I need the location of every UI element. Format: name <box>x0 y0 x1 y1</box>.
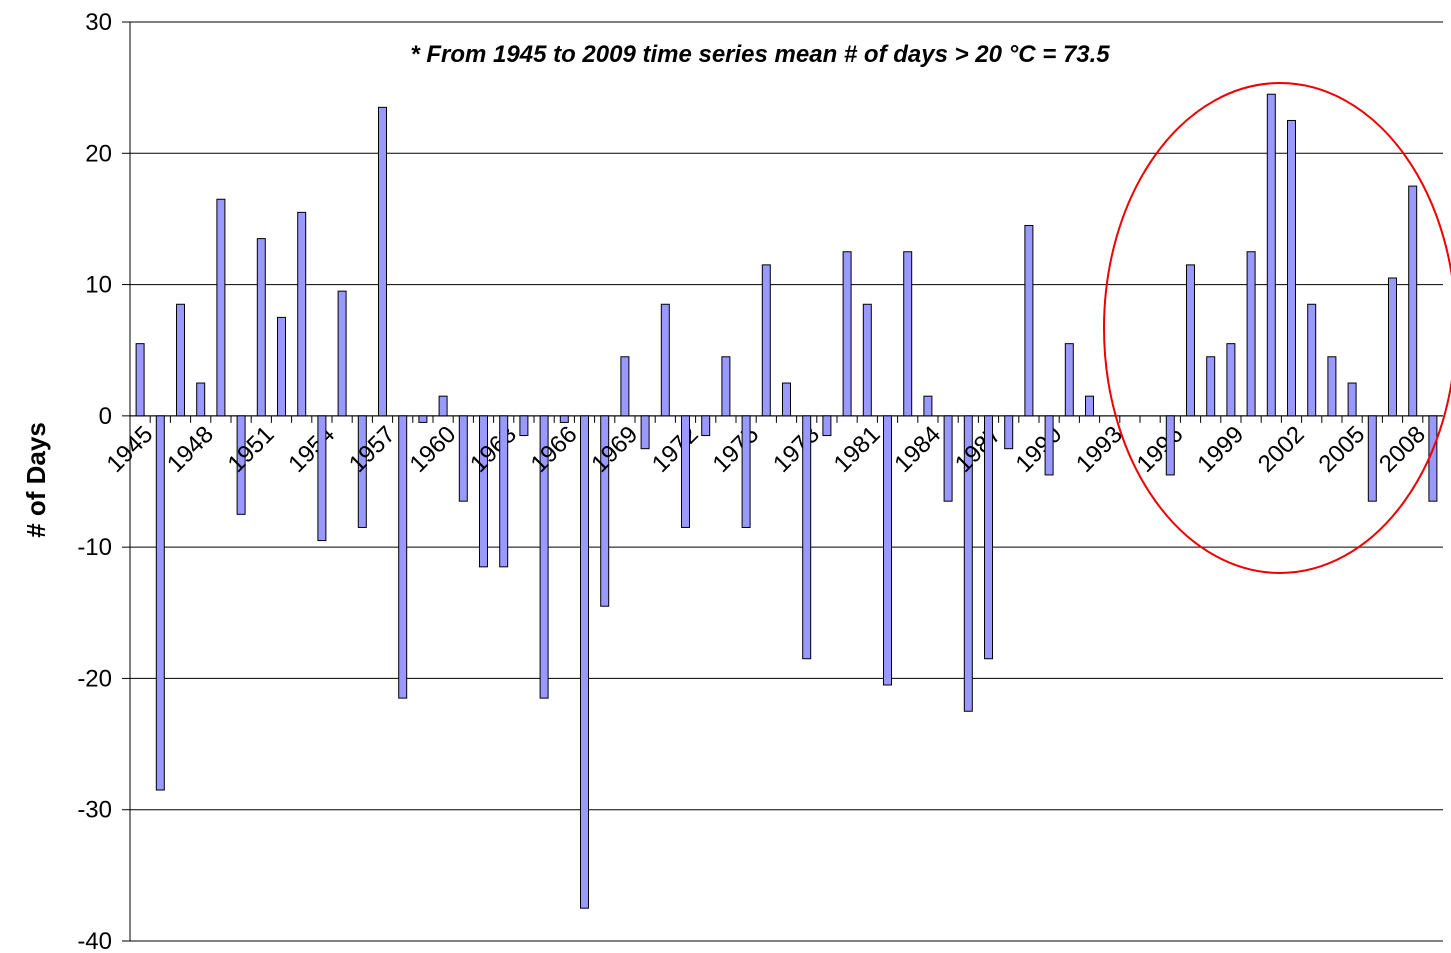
x-tick-label: 1984 <box>889 421 946 478</box>
bar <box>1287 119 1296 417</box>
x-tick-label: 2002 <box>1253 421 1310 478</box>
bar <box>620 356 630 417</box>
bar <box>1246 251 1256 417</box>
x-tick-label: 2008 <box>1374 421 1431 478</box>
bar <box>277 316 286 417</box>
x-tick-label: 1948 <box>162 421 219 478</box>
bar <box>862 303 872 417</box>
x-tick-label: 1966 <box>526 421 583 478</box>
bar <box>357 415 367 528</box>
bar <box>479 415 488 568</box>
bar <box>1064 343 1074 417</box>
bar <box>1367 415 1377 502</box>
x-tick-label: 1960 <box>404 421 461 478</box>
bar <box>580 415 589 909</box>
x-tick-label: 2005 <box>1313 421 1370 478</box>
y-tick-label: -20 <box>77 665 112 692</box>
y-tick-label: 10 <box>85 272 112 299</box>
x-tick-label: 1972 <box>647 421 704 478</box>
bar <box>1388 277 1397 417</box>
bar <box>539 415 549 699</box>
bar <box>640 415 650 450</box>
bar <box>943 415 953 502</box>
bar <box>903 251 913 417</box>
bar <box>660 303 670 417</box>
x-tick-label: 1975 <box>707 421 764 478</box>
bar <box>600 415 610 607</box>
y-tick-label: 0 <box>99 403 112 430</box>
bar <box>741 415 751 528</box>
x-tick-label: 1999 <box>1192 421 1249 478</box>
bar <box>822 415 832 437</box>
bar <box>256 238 266 417</box>
bar <box>458 415 468 502</box>
bar <box>1428 415 1438 502</box>
bar <box>418 415 428 423</box>
x-tick-label: 1957 <box>344 421 401 478</box>
bar <box>1085 395 1094 417</box>
bar <box>1165 415 1175 476</box>
x-tick-label: 1996 <box>1132 421 1189 478</box>
bar <box>196 382 206 417</box>
y-tick-label: -30 <box>77 797 112 824</box>
y-tick-label: 30 <box>85 9 112 36</box>
bar <box>883 415 892 686</box>
bar <box>1347 382 1357 417</box>
x-tick-label: 1954 <box>283 421 340 478</box>
bar <box>1024 224 1034 417</box>
bar <box>559 415 569 423</box>
bar <box>499 415 509 568</box>
bar <box>802 415 812 660</box>
bar <box>701 415 711 437</box>
x-tick-label: 1987 <box>950 421 1007 478</box>
bar <box>1186 264 1195 417</box>
y-tick-label: -40 <box>77 928 112 953</box>
bar <box>236 415 246 515</box>
bar <box>176 303 185 417</box>
bar <box>1044 415 1054 476</box>
annotation: * From 1945 to 2009 time series mean # o… <box>410 41 1110 68</box>
x-tick-label: 1981 <box>829 421 886 478</box>
x-tick-label: 1951 <box>223 421 280 478</box>
bar <box>378 106 387 417</box>
highlight-ellipse <box>1103 82 1451 574</box>
bar <box>1307 303 1317 417</box>
bar <box>1327 356 1337 417</box>
bar <box>963 415 973 712</box>
bar <box>297 211 307 417</box>
bar <box>1266 93 1276 417</box>
bar <box>317 415 327 542</box>
bar <box>438 395 448 417</box>
bar <box>519 415 529 437</box>
bar <box>216 198 226 417</box>
y-tick-label: -10 <box>77 534 112 561</box>
bar <box>155 415 165 791</box>
x-tick-label: 1969 <box>586 421 643 478</box>
bar <box>1004 415 1014 450</box>
bar <box>1408 185 1418 417</box>
x-tick-label: 1990 <box>1010 421 1067 478</box>
bar <box>337 290 347 417</box>
bar <box>721 356 731 417</box>
bar <box>923 395 933 417</box>
bar <box>984 415 993 660</box>
bar <box>398 415 408 699</box>
bar <box>761 264 771 417</box>
bar <box>842 251 852 417</box>
bar <box>681 415 690 528</box>
y-tick-label: 20 <box>85 140 112 167</box>
bar <box>1226 343 1236 417</box>
x-tick-label: 1963 <box>465 421 522 478</box>
x-tick-label: 1978 <box>768 421 825 478</box>
y-axis-label: # of Days <box>21 422 51 538</box>
bar <box>135 343 145 417</box>
bar <box>782 382 791 417</box>
bar <box>1206 356 1216 417</box>
